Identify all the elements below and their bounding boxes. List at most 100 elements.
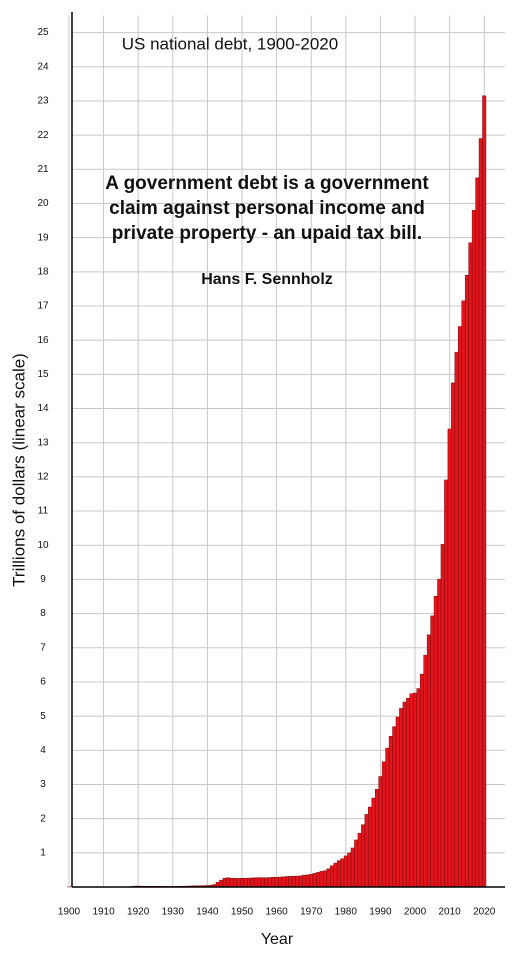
y-tick-label: 4 [40, 745, 46, 756]
bar [364, 814, 369, 888]
y-tick-label: 12 [37, 472, 49, 483]
y-tick-label: 16 [37, 335, 49, 346]
y-tick-label: 25 [37, 27, 49, 38]
bar [323, 870, 328, 888]
bar [257, 877, 262, 888]
y-tick-label: 3 [40, 779, 46, 790]
bar [464, 274, 469, 888]
bar [274, 876, 279, 888]
bar [440, 544, 445, 888]
x-tick-label: 1920 [127, 907, 150, 918]
quote-author: Hans F. Sennholz [201, 271, 333, 288]
bar [236, 878, 241, 888]
bar [288, 876, 293, 888]
bar [388, 735, 393, 888]
bar [229, 877, 234, 888]
bar [267, 877, 272, 888]
bar [226, 877, 231, 888]
bar [423, 654, 428, 888]
bar [240, 877, 244, 888]
bar [381, 761, 386, 888]
bar [406, 697, 411, 888]
bar [291, 875, 296, 888]
bar [326, 868, 331, 888]
bar [347, 852, 352, 888]
x-tick-label: 2000 [404, 907, 427, 918]
x-tick-label: 1950 [231, 907, 254, 918]
x-tick-label: 1910 [92, 907, 115, 918]
bar [454, 351, 459, 888]
y-tick-label: 6 [40, 677, 46, 688]
bar [368, 806, 373, 888]
bar [319, 871, 324, 888]
y-tick-label: 20 [37, 198, 49, 209]
bar [444, 479, 449, 888]
x-axis-label: Year [261, 931, 294, 948]
y-tick-label: 11 [38, 506, 49, 517]
bar [233, 878, 238, 888]
bar [361, 824, 366, 888]
bar [333, 862, 338, 888]
x-tick-label: 1980 [335, 907, 358, 918]
bar [219, 879, 224, 888]
bar [343, 855, 348, 888]
x-tick-label: 1930 [162, 907, 185, 918]
y-tick-label: 21 [37, 164, 49, 175]
y-tick-label: 5 [40, 711, 46, 722]
y-tick-label: 17 [37, 301, 49, 312]
bar [246, 877, 251, 888]
bar [461, 300, 466, 888]
bar [329, 865, 334, 888]
bar [295, 875, 300, 888]
chart-title: US national debt, 1900-2020 [122, 34, 338, 53]
x-tick-label: 1940 [196, 907, 219, 918]
bar [305, 874, 310, 888]
y-tick-label: 18 [37, 266, 49, 277]
bar [419, 673, 424, 888]
bar [253, 877, 258, 888]
bar [278, 876, 283, 888]
bar [298, 875, 303, 888]
y-tick-label: 15 [37, 369, 49, 380]
bar [285, 876, 289, 888]
x-tick-label: 2010 [439, 907, 462, 918]
bar [413, 692, 418, 888]
bar [447, 428, 452, 888]
y-tick-label: 2 [40, 813, 46, 824]
axes-layer [71, 12, 505, 888]
bar [458, 326, 462, 888]
y-tick-label: 22 [37, 130, 49, 141]
bar [482, 95, 487, 888]
y-tick-label: 8 [40, 608, 46, 619]
bar [271, 877, 276, 888]
bar [371, 797, 376, 888]
bar [309, 874, 314, 888]
bar [437, 578, 442, 888]
bar [354, 839, 359, 888]
bar [378, 776, 383, 888]
bar [385, 747, 390, 888]
bar [451, 382, 456, 888]
bar [478, 138, 483, 888]
bar [475, 177, 480, 888]
bar [374, 789, 379, 888]
bar [336, 860, 341, 888]
quote-line: claim against personal income and [109, 198, 425, 219]
y-tick-label: 1 [40, 847, 46, 858]
bar [316, 872, 321, 888]
x-tick-label: 1970 [300, 907, 323, 918]
y-tick-label: 10 [37, 540, 49, 551]
x-tick-label: 1960 [265, 907, 288, 918]
bar [409, 693, 414, 888]
quote-line: A government debt is a government [105, 173, 429, 194]
bar [340, 858, 345, 888]
y-axis-label: Trillions of dollars (linear scale) [9, 353, 28, 587]
y-tick-label: 14 [37, 403, 49, 414]
bar [468, 242, 473, 888]
x-tick-label: 1900 [58, 907, 81, 918]
bar [357, 833, 362, 888]
bar [395, 716, 400, 888]
bar [350, 847, 355, 888]
x-tick-label: 2020 [473, 907, 496, 918]
quote-line: private property - an upaid tax bill. [112, 223, 422, 244]
